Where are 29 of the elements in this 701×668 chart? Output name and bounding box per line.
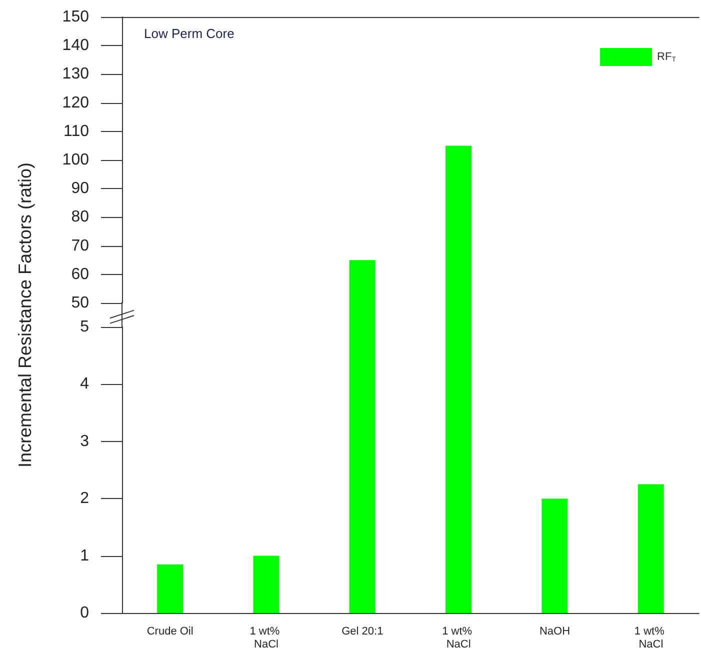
y-tick-label: 120: [62, 94, 90, 112]
x-tick-label: NaOH: [539, 626, 570, 638]
x-tick-label: 1 wt% NaCl: [442, 626, 476, 650]
bar: [157, 564, 184, 613]
x-tick-label: Crude Oil: [146, 626, 194, 638]
y-tick-label: 140: [62, 37, 90, 54]
bar: [542, 498, 568, 613]
y-tick-label: 130: [62, 66, 90, 83]
y-tick-label: 90: [71, 180, 90, 198]
y-tick-label: 1: [80, 547, 90, 564]
x-tick-label: Gel 20:1: [342, 626, 384, 638]
y-tick-label: 3: [80, 432, 90, 450]
bar: [253, 556, 280, 613]
y-tick-label: 60: [71, 266, 90, 283]
y-tick-label: 80: [71, 208, 90, 226]
bar: [638, 484, 664, 613]
y-tick-label: 2: [80, 490, 90, 508]
y-tick-label: 150: [62, 8, 90, 26]
y-axis-title: Incremental Resistance Factors (ratio): [15, 162, 35, 468]
y-tick-label: 0: [80, 604, 90, 622]
x-tick-label: 1 wt% NaCl: [250, 626, 283, 650]
y-tick-label: 50: [71, 294, 90, 312]
text: Low Perm Core: [144, 26, 234, 41]
x-tick-label: 1 wt% NaCl: [634, 626, 668, 650]
y-tick-label: 4: [80, 376, 90, 393]
y-tick-label: 100: [62, 152, 90, 168]
y-tick-label: 5: [80, 318, 90, 336]
y-tick-label: 110: [63, 122, 90, 140]
y-tick-label: 70: [71, 237, 90, 254]
